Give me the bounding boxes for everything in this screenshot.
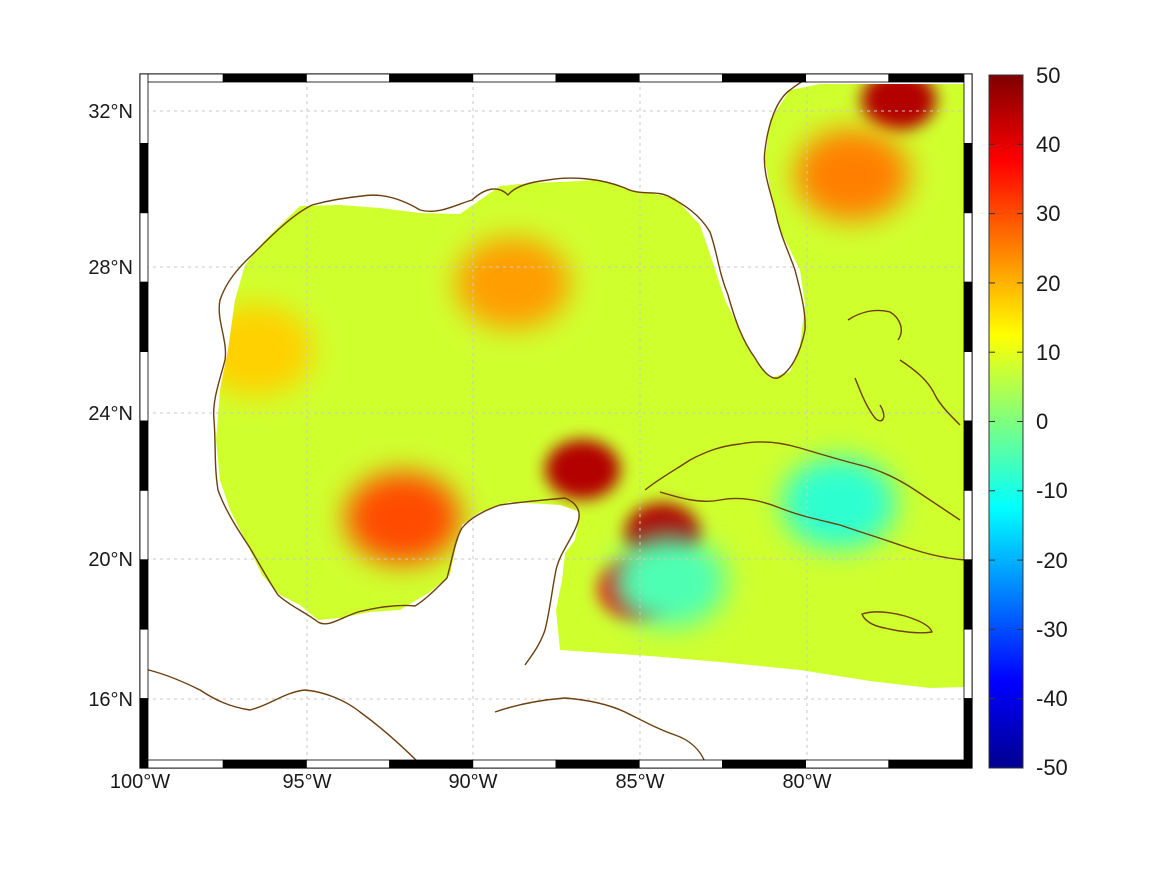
frame-right-9 [963,698,973,769]
colorbar: 50 40 30 20 10 0 -10 -20 -30 -40 -50 [988,63,1068,780]
colorbar-label-40: 40 [1036,132,1060,157]
frame-right-2 [963,212,973,283]
coastline-cuba [644,441,966,561]
frame-top-3 [389,73,474,83]
frame-left-7 [139,559,149,630]
x-tick-80w: 80°W [782,771,831,793]
field-feature-9 [781,457,897,550]
frame-bottom-4 [472,759,557,769]
frame-bottom-9 [888,759,973,769]
frame-bottom-1 [222,759,307,769]
coastline-central-america [139,667,706,765]
frame-top-1 [222,73,307,83]
x-tick-85w: 85°W [615,771,664,793]
frame-left-1 [139,142,149,214]
frame-bottom-3 [389,759,474,769]
coastline-bahamas [847,309,961,426]
y-tick-32n: 32°N [88,101,133,123]
colorbar-label-neg30: -30 [1036,617,1068,642]
y-tick-28n: 28°N [88,257,133,279]
frame-right-7 [963,559,973,630]
frame-top-7 [722,73,807,83]
colorbar-label-30: 30 [1036,201,1060,226]
frame-left-2 [139,212,149,283]
x-tick-95w: 95°W [282,771,331,793]
frame-bottom-0 [139,759,224,769]
frame-top-0 [139,73,224,83]
colorbar-label-neg20: -20 [1036,548,1068,573]
coastline-mexico-west [212,204,580,666]
x-tick-90w: 90°W [448,771,497,793]
data-field [216,84,966,688]
colorbar-label-0: 0 [1036,409,1048,434]
field-feature-1 [216,304,314,397]
frame-right-8 [963,628,973,700]
colorbar-label-50: 50 [1036,63,1060,88]
coastlines [139,73,966,765]
colorbar-label-neg50: -50 [1036,755,1068,780]
colorbar-label-neg10: -10 [1036,478,1068,503]
coastline-jamaica [861,611,933,634]
field-feature-8 [611,535,727,628]
x-tick-100w: 100°W [110,771,170,793]
field-feature-6 [861,84,937,131]
frame-left-4 [139,351,149,422]
y-axis-labels: 32°N 28°N 24°N 20°N 16°N [88,101,133,711]
frame-left-6 [139,489,149,561]
frame-top-4 [472,73,557,83]
frame-right-5 [963,420,973,491]
coastline-gulf [311,73,816,379]
frame-left-0 [139,73,149,144]
y-tick-24n: 24°N [88,403,133,425]
field-feature-2 [345,472,461,565]
y-tick-20n: 20°N [88,549,133,571]
frame-right-3 [963,281,973,353]
frame-bottom-2 [305,759,390,769]
y-tick-16n: 16°N [88,689,133,711]
field-feature-7 [794,128,910,221]
frame-bottom-5 [555,759,640,769]
frame-bottom-6 [638,759,723,769]
frame-left-8 [139,628,149,700]
frame-right-4 [963,351,973,422]
frame-left-5 [139,420,149,491]
frame-right-1 [963,142,973,214]
x-axis-labels: 100°W 95°W 90°W 85°W 80°W [110,771,832,793]
grid [146,80,968,762]
colorbar-label-neg40: -40 [1036,686,1068,711]
colorbar-label-10: 10 [1036,340,1060,365]
frame-top-8 [805,73,890,83]
frame-bottom-7 [722,759,807,769]
frame-bottom-8 [805,759,890,769]
frame-left-9 [139,698,149,769]
frame-segments [139,73,973,769]
colorbar-label-20: 20 [1036,271,1060,296]
field-feature-0 [455,236,571,329]
frame-top-6 [638,73,723,83]
frame-top-5 [555,73,640,83]
frame-left-3 [139,281,149,353]
frame-top-2 [305,73,390,83]
frame-right-0 [963,73,973,144]
field-feature-3 [545,439,621,500]
frame-top-9 [888,73,973,83]
map-frame [139,73,973,769]
frame-right-6 [963,489,973,561]
colorbar-ticks [989,74,1023,769]
